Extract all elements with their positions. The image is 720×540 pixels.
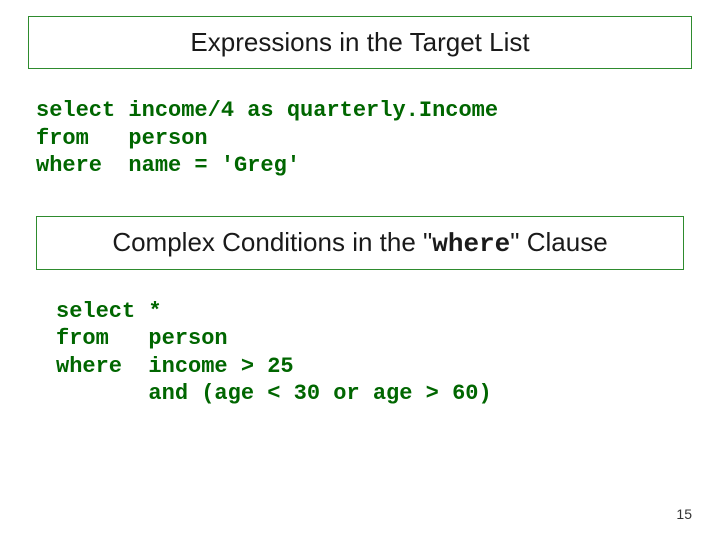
heading-2-prefix: Complex Conditions in the " — [112, 227, 432, 257]
page-number: 15 — [676, 506, 692, 522]
heading-2-title: Complex Conditions in the "where" Clause — [53, 227, 667, 259]
code-block-1: select income/4 as quarterly.Income from… — [36, 97, 692, 180]
heading-1-title: Expressions in the Target List — [45, 27, 675, 58]
code-block-2: select * from person where income > 25 a… — [56, 298, 692, 408]
heading-2-code-word: where — [432, 229, 510, 259]
heading-box-1: Expressions in the Target List — [28, 16, 692, 69]
heading-2-suffix: " Clause — [510, 227, 607, 257]
heading-box-2: Complex Conditions in the "where" Clause — [36, 216, 684, 270]
